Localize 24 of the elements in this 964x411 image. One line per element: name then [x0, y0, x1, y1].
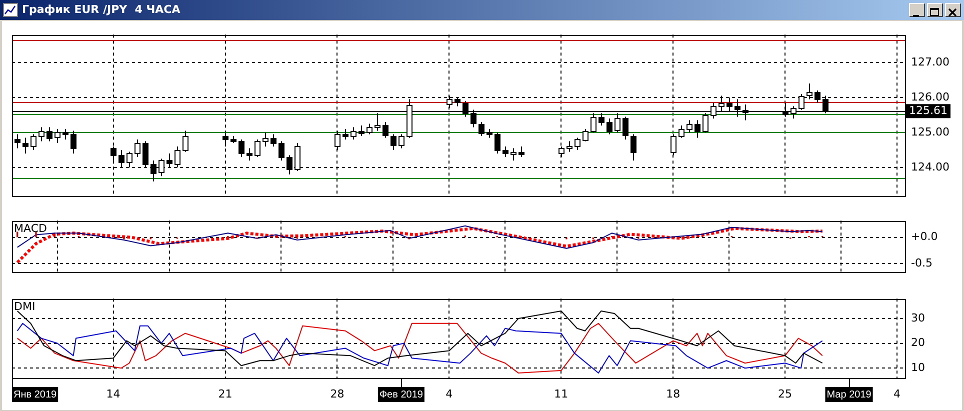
chart-title: MACD — [14, 222, 47, 235]
y-tick-label: 126.00 — [911, 90, 950, 104]
ref-line-label: 125.61 — [909, 104, 948, 118]
y-tick-label: 127.00 — [911, 55, 950, 68]
x-tick-label: 18 — [666, 387, 680, 400]
x-tick-label: 14 — [106, 387, 120, 400]
x-tick-label: Янв 2019 — [13, 389, 58, 400]
y-tick-label: 20 — [911, 336, 925, 350]
x-tick-label: 21 — [218, 387, 232, 400]
chart-title: График EUR /JPY 4 ЧАСА — [22, 3, 180, 17]
y-tick-label: +0.0 — [911, 230, 938, 244]
x-tick-label: 28 — [330, 387, 344, 400]
y-tick-label: 30 — [911, 311, 925, 324]
y-tick-label: 124.00 — [911, 160, 950, 174]
x-tick-label: 4 — [446, 387, 453, 400]
y-tick-label: -0.5 — [911, 256, 932, 270]
x-tick-label: 25 — [778, 387, 792, 400]
x-tick-label: Мар 2019 — [826, 389, 872, 400]
y-tick-label: 10 — [911, 360, 925, 374]
x-tick-label: 4 — [894, 387, 901, 400]
x-tick-label: 11 — [554, 387, 568, 400]
chart-title: DMI — [14, 300, 36, 313]
y-tick-label: 125.00 — [911, 125, 950, 138]
x-tick-label: Фев 2019 — [379, 389, 424, 400]
